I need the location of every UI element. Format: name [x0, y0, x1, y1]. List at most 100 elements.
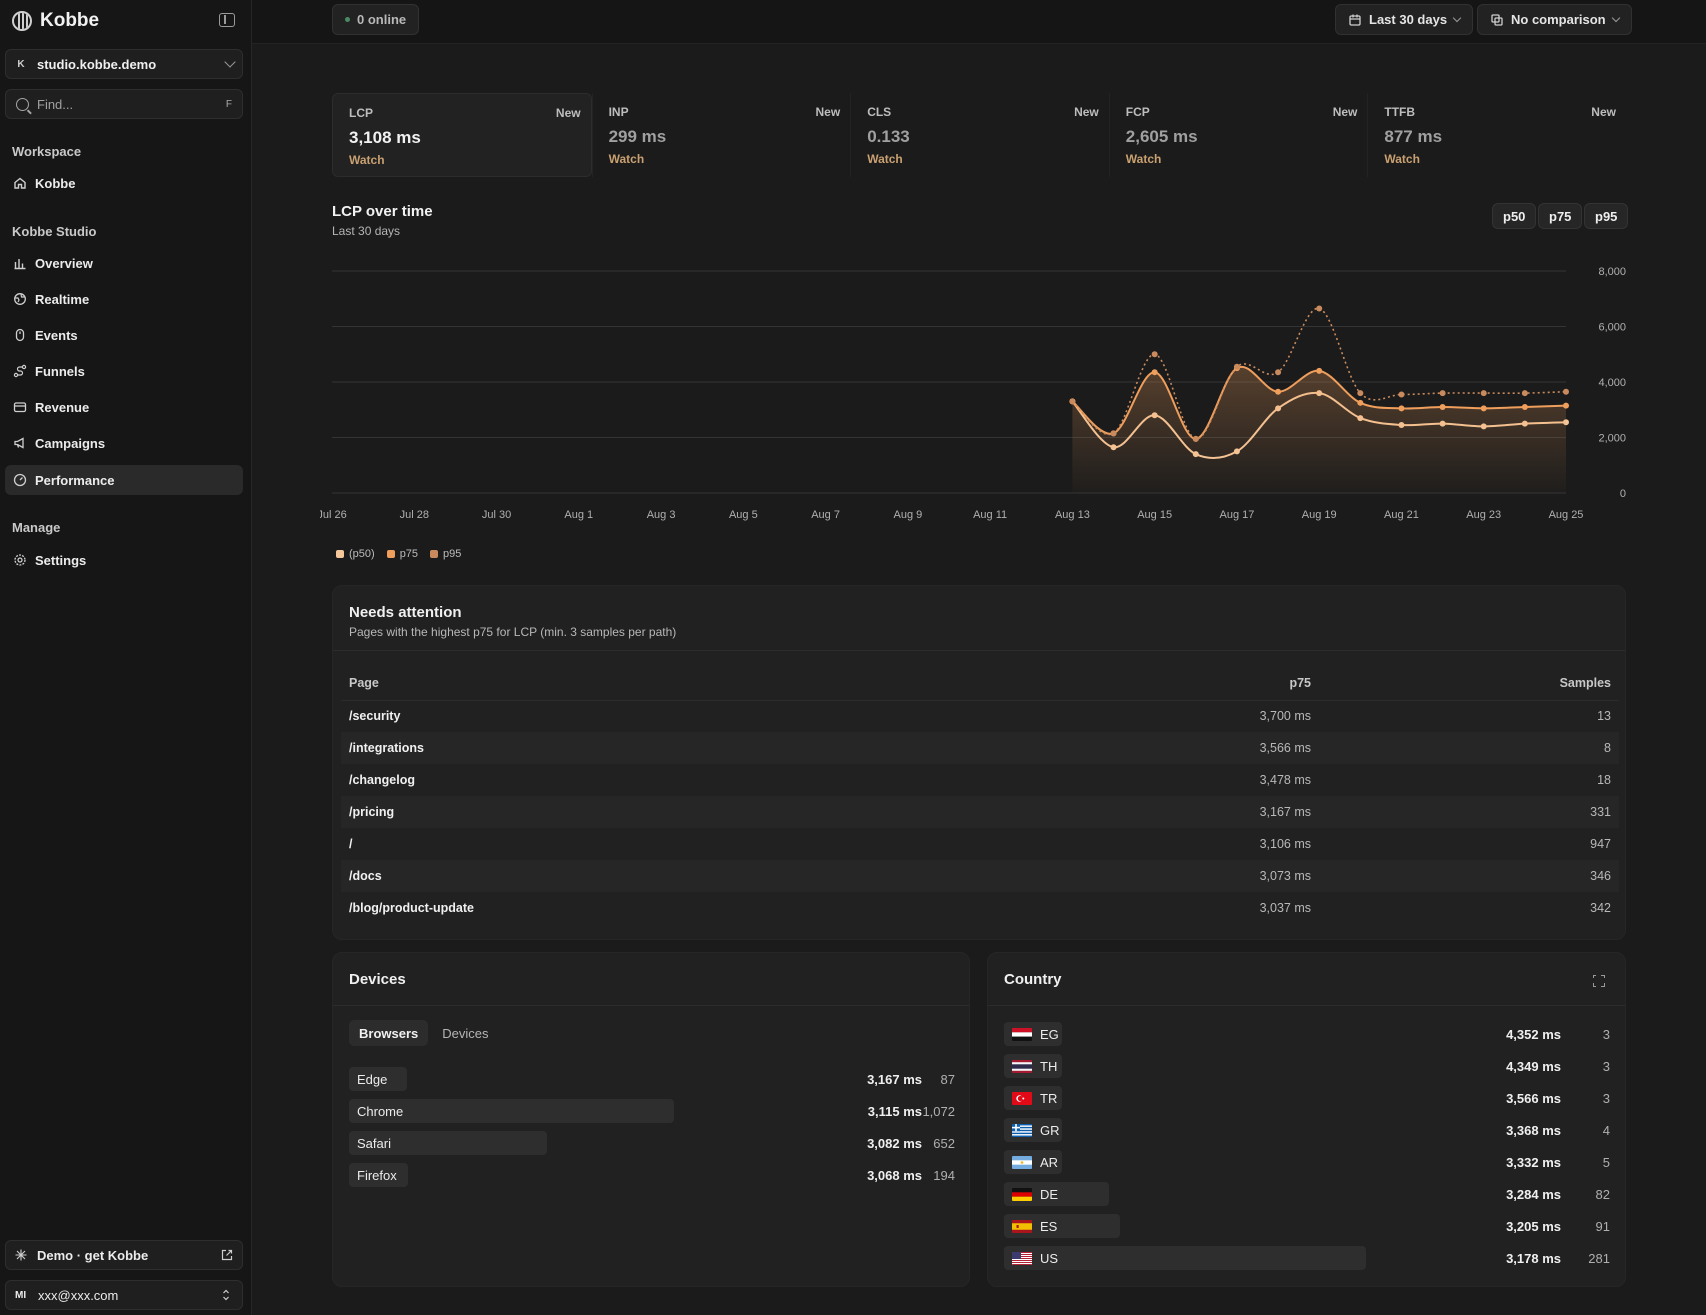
expand-icon[interactable]	[1592, 974, 1605, 987]
data-point	[1439, 403, 1446, 410]
app-name: Kobbe	[40, 10, 100, 31]
table-row[interactable]: /blog/product-update 3,037 ms 342	[341, 892, 1619, 924]
country-row[interactable]: AR 3,332 ms 5	[1004, 1149, 1610, 1175]
metric-status: Watch	[1384, 152, 1420, 166]
comparison-button[interactable]: No comparison	[1477, 4, 1632, 35]
country-row[interactable]: GR 3,368 ms 4	[1004, 1117, 1610, 1143]
metric-card-lcp[interactable]: LCP New 3,108 ms Watch	[332, 93, 592, 177]
data-point	[1192, 435, 1199, 442]
search-box[interactable]: F	[5, 89, 243, 119]
percentile-button-p75[interactable]: p75	[1538, 203, 1583, 229]
row-label: AR	[1004, 1155, 1058, 1170]
sidebar-item-revenue[interactable]: Revenue	[5, 392, 243, 422]
share-bar	[349, 1067, 407, 1091]
metric-card-fcp[interactable]: FCP New 2,605 ms Watch	[1108, 93, 1368, 177]
demo-get-kobbe-button[interactable]: Demo · get Kobbe	[5, 1240, 243, 1270]
lcp-value: 3,284 ms	[1506, 1186, 1561, 1202]
lcp-value: 3,178 ms	[1506, 1250, 1561, 1266]
country-code: GR	[1040, 1122, 1060, 1138]
y-tick-label: 8,000	[1598, 266, 1626, 278]
sparkle-icon	[14, 1248, 28, 1262]
sample-count: 91	[1595, 1218, 1610, 1234]
sample-count: 652	[933, 1135, 955, 1151]
table-row[interactable]: /pricing 3,167 ms 331	[341, 796, 1619, 828]
sidebar-item-performance[interactable]: Performance	[5, 465, 243, 495]
country-code: EG	[1040, 1026, 1059, 1042]
lcp-value: 3,332 ms	[1506, 1154, 1561, 1170]
row-label: US	[1004, 1251, 1058, 1266]
tab-devices[interactable]: Devices	[442, 1025, 489, 1041]
sidebar-item-campaigns[interactable]: Campaigns	[5, 428, 243, 458]
metric-card-cls[interactable]: CLS New 0.133 Watch	[850, 93, 1109, 177]
share-bar	[349, 1099, 674, 1123]
metric-value: 2,605 ms	[1125, 127, 1198, 146]
metric-card-ttfb[interactable]: TTFB New 877 ms Watch	[1367, 93, 1626, 177]
avatar: MI	[15, 1289, 27, 1301]
data-point	[1357, 390, 1364, 397]
country-row[interactable]: US 3,178 ms 281	[1004, 1245, 1610, 1271]
legend-item-p75[interactable]: p75	[386, 548, 418, 560]
table-row[interactable]: / 3,106 ms 947	[341, 828, 1619, 860]
legend-swatch	[430, 550, 439, 558]
brand[interactable]: Kobbe	[12, 9, 99, 33]
user-menu-button[interactable]: MI xxx@xxx.com	[5, 1280, 243, 1310]
date-range-button[interactable]: Last 30 days	[1335, 4, 1474, 35]
row-label: Firefox	[349, 1168, 397, 1183]
compare-icon	[1490, 13, 1504, 27]
data-point	[1521, 390, 1528, 397]
share-bar	[349, 1131, 548, 1155]
table-row[interactable]: /integrations 3,566 ms 8	[341, 732, 1619, 764]
tab-browsers[interactable]: Browsers	[349, 1020, 429, 1046]
lcp-line-chart: 0 2,000 4,000 6,000 8,000 Jul 26 Jul 28 Jul 30 A…	[320, 266, 1626, 521]
chevron-up-down-icon	[219, 1288, 233, 1302]
country-row[interactable]: TH 4,349 ms 3	[1004, 1053, 1610, 1079]
x-tick-label: Aug 19	[1302, 509, 1337, 521]
percentile-button-p50[interactable]: p50	[1492, 203, 1537, 229]
x-tick-label: Aug 9	[893, 509, 922, 521]
country-row[interactable]: ES 3,205 ms 91	[1004, 1213, 1610, 1239]
browser-row[interactable]: Edge 3,167 ms 87	[349, 1066, 955, 1092]
row-label: GR	[1004, 1123, 1060, 1138]
legend-item-p50[interactable]: (p50)	[336, 548, 375, 560]
flag-es-icon	[1012, 1219, 1032, 1233]
flag-us-icon	[1012, 1251, 1032, 1265]
table-row[interactable]: /security 3,700 ms 13	[341, 700, 1619, 732]
chevron-down-icon	[1611, 13, 1620, 22]
lcp-value: 3,205 ms	[1506, 1218, 1561, 1234]
data-point	[1480, 390, 1487, 397]
browser-row[interactable]: Firefox 3,068 ms 194	[349, 1162, 955, 1188]
browser-row[interactable]: Safari 3,082 ms 652	[349, 1130, 955, 1156]
p75-value: 3,700 ms	[1259, 709, 1311, 724]
metric-status: Watch	[1125, 152, 1162, 166]
browser-row[interactable]: Chrome 3,115 ms 1,072	[349, 1098, 955, 1124]
country-row[interactable]: TR 3,566 ms 3	[1004, 1085, 1610, 1111]
metric-value: 3,108 ms	[349, 128, 421, 147]
sidebar-item-events[interactable]: Events	[5, 320, 243, 350]
metric-badge: New	[1591, 105, 1616, 119]
data-point	[1275, 369, 1282, 376]
sidebar-item-settings[interactable]: Settings	[5, 545, 243, 575]
legend-item-p95[interactable]: p95	[430, 548, 461, 560]
nav-section-workspace: Workspace	[12, 144, 82, 159]
workspace-selector[interactable]: K studio.kobbe.demo	[5, 49, 243, 79]
search-input[interactable]	[37, 96, 218, 112]
lcp-value: 3,167 ms	[867, 1071, 922, 1087]
table-row[interactable]: /docs 3,073 ms 346	[341, 860, 1619, 892]
country-row[interactable]: EG 4,352 ms 3	[1004, 1021, 1610, 1047]
data-point	[1316, 305, 1323, 312]
table-header-row: Page p75 Samples	[341, 666, 1619, 701]
metric-card-inp[interactable]: INP New 299 ms Watch	[591, 93, 851, 177]
data-point	[1398, 391, 1405, 398]
kobbe-logo-icon	[12, 11, 32, 31]
sidebar-item-kobbe[interactable]: Kobbe	[5, 168, 243, 198]
sidebar-item-realtime[interactable]: Realtime	[5, 284, 243, 314]
sidebar-toggle-icon[interactable]	[219, 13, 235, 27]
sidebar-item-funnels[interactable]: Funnels	[5, 356, 243, 386]
percentile-button-p95[interactable]: p95	[1584, 203, 1629, 229]
sidebar-item-overview[interactable]: Overview	[5, 248, 243, 278]
row-label: Edge	[349, 1072, 387, 1087]
pointer-icon	[13, 328, 27, 342]
panel-title: Devices	[349, 971, 406, 988]
table-row[interactable]: /changelog 3,478 ms 18	[341, 764, 1619, 796]
country-row[interactable]: DE 3,284 ms 82	[1004, 1181, 1610, 1207]
